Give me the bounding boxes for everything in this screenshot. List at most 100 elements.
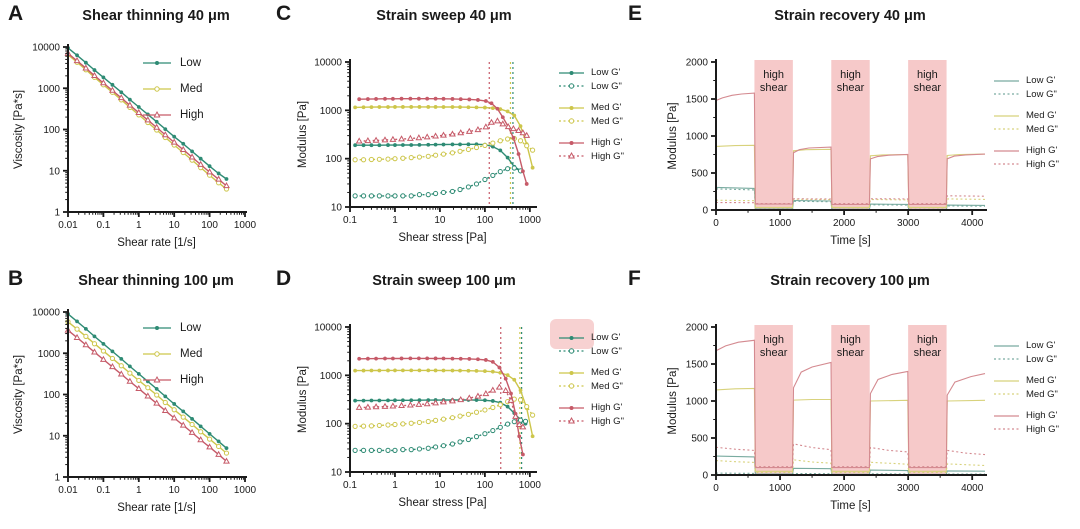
panel-shear-thinning-40um: A Shear thinning 40 μm 0.01 0.1 1 10 100 1000… (0, 0, 268, 264)
legend-swatch (559, 152, 584, 159)
legend-e: Low G' Low G" Med G' Med G" High G' High G" (993, 74, 1059, 171)
legend-swatch (559, 83, 584, 89)
series-line (359, 386, 524, 428)
legend-label: High G' (1026, 410, 1058, 421)
high-shear-band-label: high shear (760, 69, 788, 94)
panel-letter-f: F (628, 267, 641, 290)
legend-swatch (994, 163, 1019, 165)
x-axis-label: Shear rate [1/s] (117, 502, 196, 514)
svg-text:1000: 1000 (38, 84, 61, 95)
svg-text:0: 0 (713, 483, 719, 494)
panel-letter-a: A (8, 2, 24, 25)
chart-shear-thinning-40um: 0.01 0.1 1 10 100 1000 1 10 100 1000 10000 Shear ra… (13, 43, 257, 250)
y-axis-label: Modulus [Pa] (667, 367, 679, 434)
svg-text:10000: 10000 (32, 308, 60, 319)
legend-label: Med G" (1026, 123, 1058, 135)
legend-swatch (559, 348, 584, 354)
svg-text:500: 500 (691, 434, 708, 445)
legend-label: High G' (591, 137, 623, 148)
high-shear-band-label: high shear (837, 334, 865, 359)
legend-item-med-g-: Med G' (558, 366, 624, 380)
svg-text:1: 1 (136, 485, 142, 496)
y-axis-label: Modulus [Pa] (297, 101, 309, 168)
legend-label: Low (180, 57, 202, 69)
chart-strain-sweep-40um: 0.1 1 10 100 1000 10 100 1000 10000 Shear stress … (297, 58, 541, 245)
panel-strain-sweep-40um: C Strain sweep 40 μm 0.1 1 10 100 1000 10 100 1… (268, 0, 624, 264)
x-axis-label: Shear stress [Pa] (398, 497, 486, 509)
legend-swatch (559, 405, 584, 410)
svg-text:0.1: 0.1 (96, 485, 110, 496)
legend-label: Med (180, 83, 203, 95)
y-axis-label: Viscosity [Pa*s] (13, 355, 25, 434)
svg-text:10: 10 (331, 203, 343, 214)
legend-item-high-g-: High G' (993, 409, 1059, 423)
legend-highlight (550, 319, 594, 349)
legend-label: Low G' (591, 332, 621, 343)
svg-text:100: 100 (43, 125, 60, 136)
svg-text:0.1: 0.1 (96, 220, 110, 231)
legend-label: Med G' (591, 367, 622, 378)
panel-letter-c: C (276, 2, 292, 25)
svg-text:10: 10 (331, 468, 343, 479)
legend-item-low-g-: Low G" (993, 88, 1059, 102)
legend-item-low-g-: Low G" (558, 80, 624, 94)
svg-text:2000: 2000 (686, 323, 709, 334)
panel-title-e: Strain recovery 40 μm (774, 8, 926, 24)
legend-item-low-g-: Low G' (993, 339, 1059, 353)
legend-label: Med G' (1026, 375, 1057, 386)
high-shear-band-label: high shear (837, 69, 865, 94)
legend-item-med-g-: Med G" (558, 115, 624, 129)
panel-strain-sweep-100um: D Strain sweep 100 μm 0.1 1 10 100 1000 10 100… (268, 265, 624, 529)
svg-text:0.1: 0.1 (343, 480, 357, 491)
high-shear-band (831, 60, 870, 210)
legend-item-med-g-: Med G' (993, 374, 1059, 388)
legend-swatch (559, 140, 584, 145)
series-line (715, 92, 986, 205)
legend-swatch (994, 428, 1019, 430)
legend-item-high: High (142, 102, 204, 128)
legend-label: Med G' (591, 102, 622, 113)
legend-label: Low G" (591, 80, 622, 92)
legend-item-high-g-: High G" (993, 158, 1059, 172)
legend-label: High G' (1026, 145, 1058, 156)
legend-item-low-g-: Low G' (558, 331, 624, 345)
svg-text:0.01: 0.01 (58, 220, 78, 231)
x-axis-label: Shear rate [1/s] (117, 237, 196, 249)
legend-swatch (143, 86, 171, 92)
legend-swatch (559, 118, 584, 124)
legend-item-high-g-: High G' (993, 144, 1059, 158)
legend-swatch (994, 150, 1019, 152)
legend-a: Low Med High (142, 50, 204, 128)
legend-swatch (559, 383, 584, 389)
series-line (715, 195, 986, 205)
legend-item-high-g-: High G' (558, 401, 624, 415)
legend-label: High G" (591, 150, 624, 162)
legend-label: High G' (591, 402, 623, 413)
legend-d: Low G' Low G" Med G' Med G" High G' High G" (550, 319, 624, 428)
svg-text:100: 100 (477, 215, 494, 226)
legend-label: High G" (591, 415, 624, 427)
high-shear-band (754, 60, 793, 210)
legend-swatch (559, 70, 584, 75)
legend-swatch (994, 80, 1019, 82)
panel-title-a: Shear thinning 40 μm (82, 8, 230, 24)
svg-text:10: 10 (434, 215, 446, 226)
panel-letter-b: B (8, 267, 24, 290)
legend-label: Low G" (1026, 353, 1057, 365)
y-axis-label: Modulus [Pa] (667, 102, 679, 169)
chart-strain-recovery-100um: high shear high shear high shear 0 1000 2000 3000… (667, 323, 987, 512)
panel-title-c: Strain sweep 40 μm (376, 8, 512, 24)
legend-label: High G" (1026, 158, 1059, 170)
legend-label: Low G' (1026, 340, 1056, 351)
svg-text:1000: 1000 (769, 218, 792, 229)
legend-item-med-g-: Med G" (558, 380, 624, 394)
svg-text:10000: 10000 (314, 58, 342, 69)
legend-swatch (994, 345, 1019, 347)
legend-label: High (180, 109, 204, 121)
legend-item-low: Low (142, 50, 204, 76)
svg-text:3000: 3000 (897, 218, 920, 229)
svg-text:2000: 2000 (686, 58, 709, 69)
svg-text:10000: 10000 (314, 323, 342, 334)
svg-text:100: 100 (477, 480, 494, 491)
series-line (355, 143, 521, 172)
